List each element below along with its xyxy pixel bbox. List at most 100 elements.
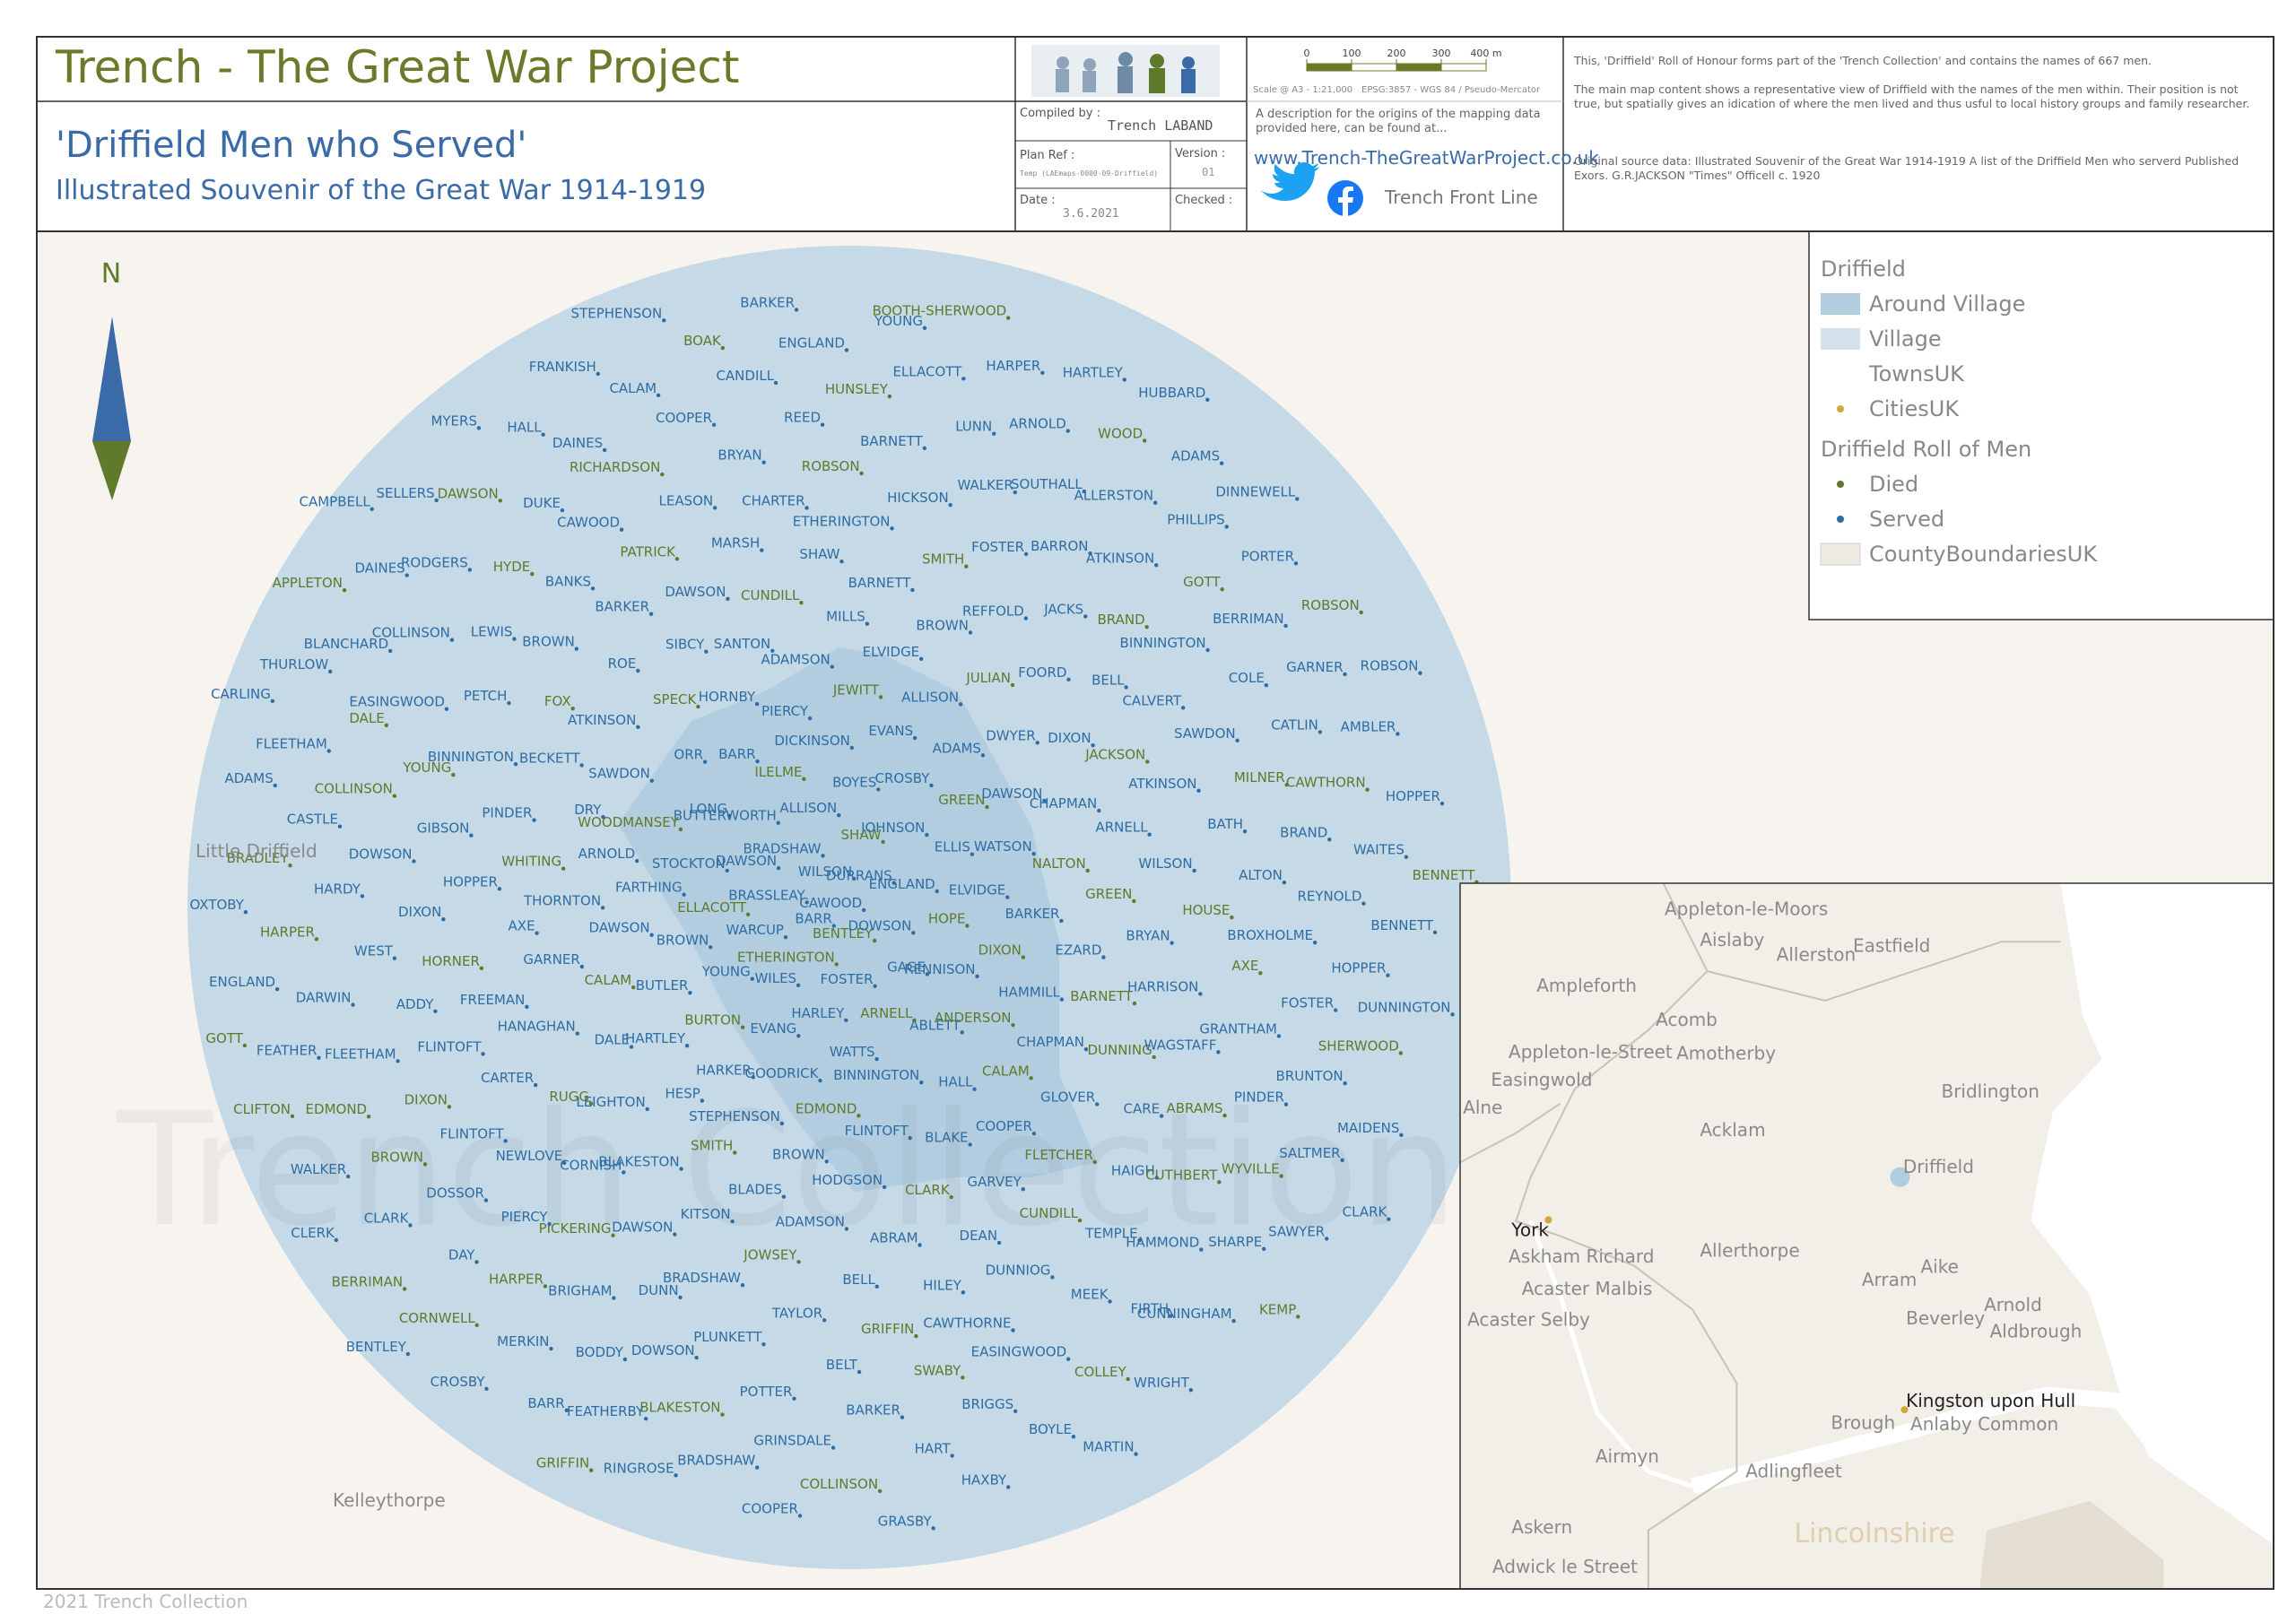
served-name: BLAKESTON [598,1154,679,1170]
died-point [1144,624,1149,629]
village-area [618,647,1097,1192]
served-name: HODGSON [812,1172,883,1188]
served-point [760,548,764,552]
served-name: ALLISON [779,800,837,816]
inset-place-label: Adwick le Street [1492,1556,1638,1577]
served-point [575,1031,579,1036]
served-name: ATKINSON [568,712,636,728]
served-point [1101,955,1106,959]
served-name: COOPER [742,1500,798,1516]
died-point [1132,898,1136,904]
served-point [600,906,605,910]
served-name: BARKER [846,1402,900,1419]
died-name: BENNETT [1413,867,1476,883]
served-point [579,964,585,969]
served-point [649,778,655,783]
served-point [1198,992,1203,996]
scale-segment [1306,63,1352,72]
served-point [525,1004,529,1009]
served-point [1153,563,1159,568]
served-point [961,377,966,381]
died-name: SHAW [841,827,882,843]
inset-place-label: Ampleforth [1536,975,1637,996]
city-marker [1900,1406,1909,1414]
served-name: PETCH [464,688,508,704]
served-point [564,1408,569,1412]
served-point [968,1142,972,1147]
served-name: HARTLEY [1063,364,1124,380]
served-point [1013,1409,1018,1413]
served-point [931,1526,935,1531]
served-name: FOORD [1018,664,1066,681]
died-name: JULIAN [965,670,1011,686]
served-point [900,1415,905,1419]
map-title: 'Driffield Men who Served' [56,125,526,166]
served-name: OXTOBY [189,897,244,913]
served-point [327,669,333,674]
served-name: SAWDON [1174,725,1236,742]
died-point [1279,1174,1283,1178]
died-name: BLAKESTON [639,1400,720,1416]
served-point [873,984,877,988]
place-label: Kelleythorpe [333,1489,446,1511]
served-name: WATSON [974,838,1032,855]
social-handle[interactable]: Trench Front Line [1384,187,1538,208]
died-point [1365,787,1370,792]
served-name: FARTHING [615,880,683,896]
inset-place-label: Aislaby [1700,929,1764,950]
served-point [673,1232,677,1237]
served-name: DEAN [960,1228,998,1244]
served-point [751,1075,756,1080]
twitter-icon[interactable] [1260,162,1319,201]
died-point [447,1105,452,1109]
served-point [776,820,780,825]
legend-swatch [1821,293,1860,315]
served-point [1065,429,1070,433]
city-marker [1544,1216,1552,1224]
served-name: STEPHENSON [571,305,663,321]
died-name: GRIFFIN [861,1321,914,1337]
served-point [918,656,924,662]
served-point [783,934,788,940]
served-name: RENNISON [904,961,975,977]
served-name: TAYLOR [771,1305,822,1321]
served-name: DOWSON [848,917,912,933]
served-point [874,1284,879,1289]
served-name: HAMMILL [998,985,1060,1001]
served-point [1005,895,1010,899]
served-point [910,587,915,593]
served-point [648,612,654,616]
inset-place-label: Alne [1463,1097,1502,1118]
died-point [1359,610,1363,615]
served-point [317,1055,321,1060]
crs-note: EPSG:3857 - WGS 84 / Pseudo-Mercator [1361,85,1541,95]
inset-place-label: Allerthorpe [1700,1239,1799,1261]
served-point [1219,461,1224,465]
served-point [851,876,857,881]
served-name: SHAW [799,546,839,562]
died-point [857,1114,861,1118]
field-label: Version : [1175,147,1225,161]
died-name: WOOD [1098,425,1143,441]
served-point [562,1160,567,1166]
served-name: BODDY [576,1344,624,1360]
served-name: ELVIDGE [863,644,920,660]
served-point [601,814,605,820]
served-name: TEMPLE [1084,1225,1137,1241]
served-name: MYERS [430,412,477,429]
website[interactable]: www.Trench-TheGreatWarProject.co.uk [1254,147,1599,169]
served-name: EZARD [1055,942,1101,959]
names-layer: CAWOODBARRWILSONBENTLEYBRASSLEAYDURRANSE… [189,294,1479,1531]
died-name: DIXON [978,942,1022,959]
died-name: FOX [544,693,571,709]
died-name: JOWSEY [743,1246,797,1263]
served-point [935,889,939,894]
served-name: FEATHER [257,1043,317,1059]
served-point [755,1465,760,1470]
served-name: REED [784,410,821,426]
legend-heading: Driffield [1821,256,1906,282]
died-name: FLETCHER [1024,1147,1092,1163]
served-point [622,1357,628,1362]
died-name: ARNELL [860,1005,913,1021]
died-point [384,723,388,727]
